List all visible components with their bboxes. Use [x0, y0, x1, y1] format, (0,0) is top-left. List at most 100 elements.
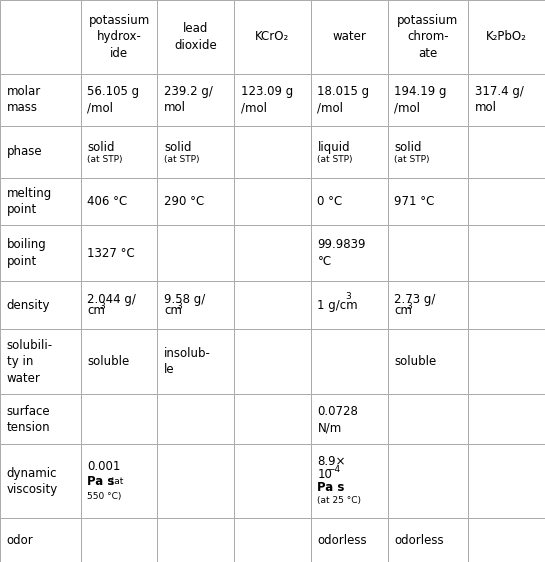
Bar — [387, 518, 468, 562]
Bar — [387, 329, 468, 395]
Bar — [158, 126, 234, 178]
Text: molar
mass: molar mass — [7, 85, 41, 115]
Bar — [234, 225, 311, 282]
Text: melting
point: melting point — [7, 187, 52, 216]
Text: (at STP): (at STP) — [164, 155, 199, 164]
Text: 99.9839
°C: 99.9839 °C — [317, 238, 366, 268]
Bar — [468, 329, 545, 395]
Bar — [468, 282, 545, 329]
Bar — [234, 74, 311, 126]
Text: 0 °C: 0 °C — [317, 195, 343, 208]
Bar — [311, 126, 387, 178]
Bar — [311, 329, 387, 395]
Text: boiling
point: boiling point — [7, 238, 46, 268]
Text: 317.4 g/
mol: 317.4 g/ mol — [475, 85, 524, 115]
Text: phase: phase — [7, 145, 42, 158]
Bar — [0, 126, 81, 178]
Text: 1 g/cm: 1 g/cm — [317, 298, 358, 311]
Bar — [158, 282, 234, 329]
Bar — [468, 126, 545, 178]
Bar — [311, 282, 387, 329]
Bar — [387, 395, 468, 445]
Bar — [81, 126, 158, 178]
Bar — [234, 329, 311, 395]
Bar — [81, 178, 158, 225]
Bar — [311, 395, 387, 445]
Bar — [0, 225, 81, 282]
Bar — [387, 178, 468, 225]
Bar — [387, 0, 468, 74]
Bar — [468, 395, 545, 445]
Text: 3: 3 — [99, 302, 105, 311]
Text: 9.58 g/: 9.58 g/ — [164, 293, 205, 306]
Bar — [81, 445, 158, 518]
Text: 550 °C): 550 °C) — [87, 492, 122, 501]
Bar — [0, 0, 81, 74]
Text: 1327 °C: 1327 °C — [87, 247, 135, 260]
Text: solid: solid — [164, 141, 191, 154]
Text: 3: 3 — [406, 302, 412, 311]
Bar — [81, 74, 158, 126]
Bar — [234, 395, 311, 445]
Bar — [234, 518, 311, 562]
Bar — [81, 518, 158, 562]
Text: potassium
hydrox-
ide: potassium hydrox- ide — [88, 14, 150, 60]
Text: dynamic
viscosity: dynamic viscosity — [7, 466, 58, 496]
Bar — [81, 329, 158, 395]
Bar — [387, 74, 468, 126]
Bar — [0, 178, 81, 225]
Text: odorless: odorless — [317, 534, 367, 547]
Text: 3: 3 — [346, 292, 352, 301]
Bar — [468, 445, 545, 518]
Text: 3: 3 — [176, 302, 181, 311]
Text: 971 °C: 971 °C — [394, 195, 434, 208]
Bar — [0, 445, 81, 518]
Text: 194.19 g
/mol: 194.19 g /mol — [394, 85, 446, 115]
Bar — [158, 225, 234, 282]
Bar — [0, 518, 81, 562]
Bar — [158, 178, 234, 225]
Bar — [234, 282, 311, 329]
Text: liquid: liquid — [317, 141, 350, 154]
Bar — [158, 329, 234, 395]
Text: 2.044 g/: 2.044 g/ — [87, 293, 136, 306]
Text: 0.0728
N/m: 0.0728 N/m — [317, 405, 358, 434]
Text: solid: solid — [394, 141, 422, 154]
Text: density: density — [7, 298, 50, 311]
Bar — [81, 0, 158, 74]
Text: (at 25 °C): (at 25 °C) — [317, 496, 361, 505]
Bar — [468, 518, 545, 562]
Text: surface
tension: surface tension — [7, 405, 50, 434]
Bar — [234, 178, 311, 225]
Bar — [311, 0, 387, 74]
Text: 123.09 g
/mol: 123.09 g /mol — [241, 85, 293, 115]
Text: 18.015 g
/mol: 18.015 g /mol — [317, 85, 370, 115]
Bar — [468, 178, 545, 225]
Bar — [311, 518, 387, 562]
Bar — [387, 282, 468, 329]
Text: water: water — [332, 30, 366, 43]
Text: lead
dioxide: lead dioxide — [174, 22, 217, 52]
Text: 56.105 g
/mol: 56.105 g /mol — [87, 85, 140, 115]
Text: soluble: soluble — [394, 355, 437, 368]
Text: (at STP): (at STP) — [87, 155, 123, 164]
Text: odorless: odorless — [394, 534, 444, 547]
Bar — [0, 329, 81, 395]
Bar — [311, 445, 387, 518]
Text: (at: (at — [105, 477, 123, 486]
Bar — [387, 445, 468, 518]
Text: (at STP): (at STP) — [317, 155, 353, 164]
Text: cm: cm — [164, 304, 182, 317]
Text: (at STP): (at STP) — [394, 155, 429, 164]
Bar — [311, 225, 387, 282]
Bar — [234, 126, 311, 178]
Bar — [468, 74, 545, 126]
Text: cm: cm — [87, 304, 105, 317]
Bar — [0, 74, 81, 126]
Text: soluble: soluble — [87, 355, 130, 368]
Bar — [468, 0, 545, 74]
Bar — [311, 178, 387, 225]
Bar — [81, 282, 158, 329]
Bar — [81, 225, 158, 282]
Text: Pa s: Pa s — [317, 481, 345, 495]
